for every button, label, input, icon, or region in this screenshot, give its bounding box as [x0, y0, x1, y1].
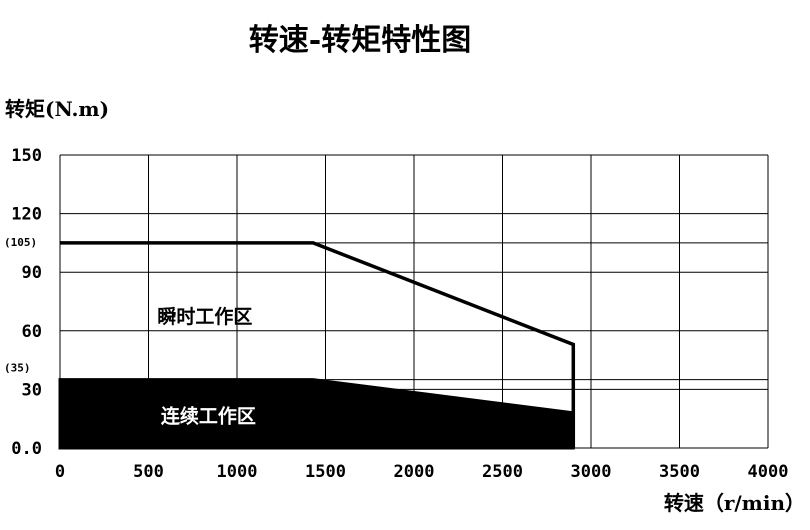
continuous-zone-area [58, 378, 575, 450]
y-tick-labels: 0.0 30 60 90 120 150 (105) (35) [4, 146, 42, 459]
x-tick-label: 1500 [305, 462, 346, 482]
y-tick-label: 30 [22, 380, 42, 400]
peak-zone-label: 瞬时工作区 [157, 305, 252, 328]
y-tick-label: 120 [11, 205, 42, 225]
y-tick-label: 0.0 [11, 439, 42, 459]
x-tick-label: 4000 [748, 462, 789, 482]
y-tick-label: 150 [11, 146, 42, 166]
x-tick-label: 3500 [659, 462, 700, 482]
y-axis-label: 转矩(N.m) [5, 97, 109, 121]
x-tick-label: 2500 [482, 462, 523, 482]
x-tick-label: 1000 [217, 462, 258, 482]
y-reference-label: (105) [4, 236, 37, 249]
x-tick-label: 500 [133, 462, 164, 482]
x-tick-label: 3000 [571, 462, 612, 482]
plot-area [58, 241, 576, 450]
y-tick-label: 60 [22, 322, 42, 342]
chart-title: 转速-转矩特性图 [249, 23, 471, 58]
y-tick-label: 90 [22, 263, 42, 283]
x-tick-label: 0 [55, 462, 65, 482]
y-reference-label: (35) [4, 362, 31, 375]
x-tick-label: 2000 [394, 462, 435, 482]
peak-zone-boundary [60, 241, 576, 448]
continuous-zone-label: 连续工作区 [161, 405, 256, 428]
x-axis-label: 转速（r/min） [664, 491, 805, 515]
x-tick-labels: 0 500 1000 1500 2000 2500 3000 3500 4000 [55, 462, 789, 482]
